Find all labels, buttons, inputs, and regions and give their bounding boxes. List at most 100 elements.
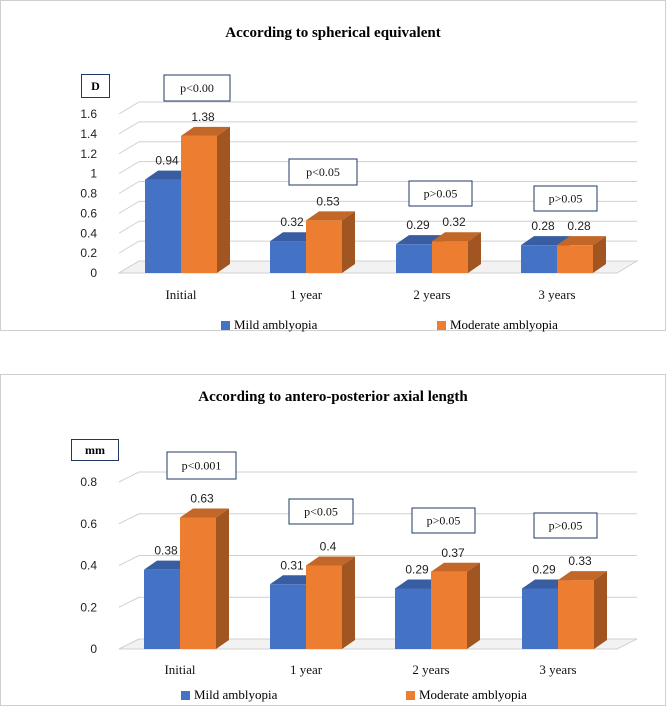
x-tick-label: Initial bbox=[164, 662, 195, 677]
p-value-box bbox=[288, 158, 358, 186]
data-label: 1.38 bbox=[191, 110, 215, 124]
data-label: 0.32 bbox=[280, 215, 304, 229]
y-tick-label: 0.2 bbox=[80, 246, 97, 260]
legend-item-mild: Mild amblyopia bbox=[221, 317, 317, 333]
bar-front bbox=[522, 588, 558, 649]
gridline bbox=[118, 513, 140, 525]
bar-front bbox=[145, 179, 181, 273]
p-value-box bbox=[166, 451, 237, 480]
gridline bbox=[118, 121, 140, 135]
y-tick-label: 1.6 bbox=[80, 107, 97, 121]
p-value-box bbox=[288, 498, 354, 525]
bar bbox=[432, 232, 481, 273]
p-value-label: p<0.00 bbox=[180, 81, 214, 95]
legend-label: Moderate amblyopia bbox=[450, 317, 558, 332]
bar-front bbox=[180, 517, 216, 649]
p-value-box bbox=[533, 185, 598, 212]
p-value-label: p<0.05 bbox=[306, 165, 340, 179]
bar-front bbox=[270, 241, 306, 273]
x-tick-label: 1 year bbox=[290, 662, 323, 677]
gridline bbox=[118, 161, 140, 175]
legend-item-mild: Mild amblyopia bbox=[181, 687, 277, 703]
bar-front bbox=[557, 245, 593, 273]
y-tick-label: 0.6 bbox=[80, 206, 97, 220]
legend-swatch-mild bbox=[221, 320, 230, 330]
bar-side bbox=[467, 562, 480, 649]
bar-front bbox=[306, 220, 342, 273]
data-label: 0.37 bbox=[441, 546, 465, 560]
bar-top bbox=[181, 126, 230, 136]
legend-item-moderate: Moderate amblyopia bbox=[437, 317, 558, 333]
x-tick-label: 2 years bbox=[413, 287, 450, 302]
gridline bbox=[118, 200, 140, 214]
gridline bbox=[118, 141, 140, 155]
x-tick-label: 3 years bbox=[539, 662, 576, 677]
bar bbox=[557, 236, 606, 273]
unit-label: D bbox=[81, 74, 110, 98]
bar-side bbox=[468, 232, 481, 273]
x-tick-label: Initial bbox=[165, 287, 196, 302]
y-tick-label: 1.4 bbox=[80, 127, 97, 141]
chart-panel-spherical-equivalent: According to spherical equivalent D 0 0.2… bbox=[0, 0, 666, 333]
legend-label: Moderate amblyopia bbox=[419, 687, 527, 702]
p-value-label: p<0.05 bbox=[304, 505, 338, 519]
y-tick-label: 0 bbox=[90, 642, 97, 656]
y-tick-label: 0.4 bbox=[80, 226, 97, 240]
p-value-label: p>0.05 bbox=[549, 192, 583, 206]
bar bbox=[181, 126, 230, 273]
data-label: 0.4 bbox=[320, 540, 337, 554]
gridline bbox=[118, 555, 140, 566]
bar-top bbox=[557, 236, 606, 246]
gridline bbox=[118, 220, 140, 234]
bar-top bbox=[558, 571, 607, 581]
p-value-label: p>0.05 bbox=[549, 519, 583, 533]
p-value-box bbox=[408, 180, 473, 207]
gridline bbox=[118, 596, 140, 608]
data-label: 0.63 bbox=[190, 491, 214, 505]
bar-top bbox=[306, 211, 355, 221]
legend-label: Mild amblyopia bbox=[194, 687, 278, 702]
y-tick-label: 1.2 bbox=[80, 147, 97, 161]
data-label: 0.32 bbox=[442, 215, 466, 229]
bar-side bbox=[342, 556, 355, 649]
legend-swatch-mild bbox=[181, 690, 190, 700]
bar bbox=[306, 211, 355, 273]
data-label: 0.28 bbox=[531, 219, 555, 233]
y-tick-label: 0 bbox=[90, 266, 97, 280]
bar-chart: 0 0.2 0.4 0.6 0.8 1 1.2 1.4 1.6 0.94 1.38 Initial p<… bbox=[80, 74, 639, 302]
data-label: 0.31 bbox=[280, 558, 304, 572]
y-tick-label: 1 bbox=[90, 167, 97, 181]
chart-title: According to spherical equivalent bbox=[225, 25, 441, 41]
chart-panel-axial-length: According to antero-posterior axial leng… bbox=[0, 374, 666, 706]
bar-side bbox=[594, 571, 607, 649]
data-label: 0.94 bbox=[155, 154, 179, 168]
bar bbox=[306, 556, 355, 649]
y-tick-label: 0.6 bbox=[80, 517, 97, 531]
bar-top bbox=[521, 236, 570, 246]
bar-front bbox=[395, 588, 431, 649]
bar bbox=[431, 562, 480, 649]
p-value-box bbox=[163, 74, 231, 102]
gridline bbox=[118, 471, 140, 483]
x-tick-label: 1 year bbox=[290, 287, 323, 302]
bar-front bbox=[181, 135, 217, 273]
data-label: 0.33 bbox=[568, 554, 592, 568]
bar-front bbox=[144, 569, 180, 649]
data-label: 0.29 bbox=[405, 562, 429, 576]
p-value-box bbox=[533, 512, 598, 539]
bar-side bbox=[593, 236, 606, 273]
bar-top bbox=[180, 508, 229, 518]
legend-swatch-moderate bbox=[406, 690, 415, 700]
bar-front bbox=[306, 565, 342, 649]
p-value-box bbox=[411, 507, 476, 534]
legend-swatch-moderate bbox=[437, 320, 446, 330]
legend-label: Mild amblyopia bbox=[234, 317, 318, 332]
bar-front bbox=[431, 571, 467, 649]
bar bbox=[180, 508, 229, 649]
data-label: 0.29 bbox=[532, 562, 556, 576]
bar-front bbox=[270, 584, 306, 649]
data-label: 0.38 bbox=[154, 544, 178, 558]
unit-label: mm bbox=[71, 439, 119, 461]
bar-side bbox=[217, 126, 230, 273]
p-value-label: p>0.05 bbox=[424, 187, 458, 201]
